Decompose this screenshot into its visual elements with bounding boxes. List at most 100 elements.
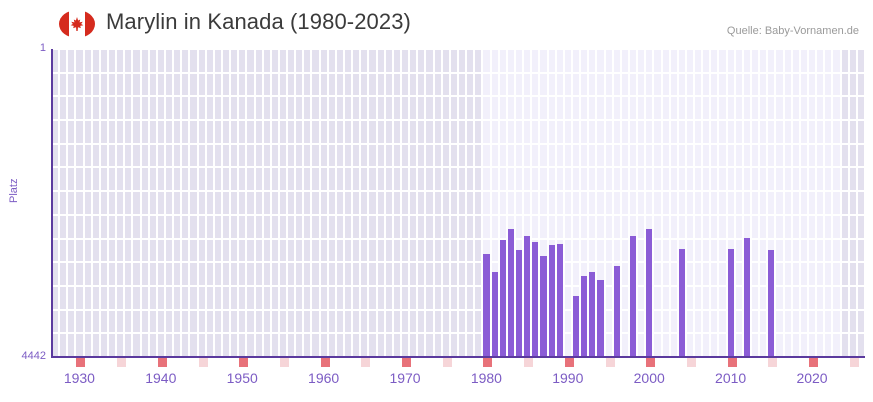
canada-flag-icon <box>59 10 95 38</box>
gridline-vertical <box>261 49 264 357</box>
gridline-vertical <box>481 49 484 357</box>
gridline-vertical <box>660 49 663 357</box>
gridline-horizontal <box>51 95 865 98</box>
bar-1993 <box>589 272 596 357</box>
gridline-vertical <box>58 49 61 357</box>
source-attribution: Quelle: Baby-Vornamen.de <box>726 25 859 37</box>
x-axis-tick-1975 <box>442 358 452 367</box>
gridline-vertical <box>74 49 77 357</box>
bar-2010 <box>727 248 734 357</box>
gridline-vertical <box>733 49 736 357</box>
gridline-vertical <box>513 49 516 357</box>
bar-1989 <box>556 243 563 357</box>
gridline-vertical <box>416 49 419 357</box>
gridline-horizontal <box>51 119 865 122</box>
gridline-vertical <box>668 49 671 357</box>
gridline-vertical <box>627 49 630 357</box>
x-axis-label-1990: 1990 <box>552 370 584 386</box>
gridline-vertical <box>473 49 476 357</box>
gridline-vertical <box>562 49 565 357</box>
gridline-vertical <box>277 49 280 357</box>
gridline-vertical <box>807 49 810 357</box>
gridline-vertical <box>798 49 801 357</box>
y-axis-title: Platz <box>8 178 20 203</box>
bar-2015 <box>768 250 775 357</box>
gridline-vertical <box>245 49 248 357</box>
gridline-vertical <box>522 49 525 357</box>
bar-2004 <box>678 249 685 357</box>
x-axis-tick-1945 <box>198 358 208 367</box>
x-axis-tick-2025 <box>849 358 859 367</box>
gridline-vertical <box>676 49 679 357</box>
gridline-vertical <box>823 49 826 357</box>
gridline-horizontal <box>51 332 865 335</box>
gridline-vertical <box>790 49 793 357</box>
x-axis-label-1970: 1970 <box>389 370 421 386</box>
bar-2000 <box>646 228 653 357</box>
gridline-vertical <box>383 49 386 357</box>
gridline-vertical <box>163 49 166 357</box>
gridline-vertical <box>684 49 687 357</box>
gridline-vertical <box>66 49 69 357</box>
gridline-vertical <box>286 49 289 357</box>
gridline-vertical <box>489 49 492 357</box>
gridline-vertical <box>82 49 85 357</box>
gridline-vertical <box>505 49 508 357</box>
gridline-vertical <box>318 49 321 357</box>
gridline-vertical <box>595 49 598 357</box>
gridline-horizontal <box>51 213 865 216</box>
gridline-horizontal <box>51 71 865 74</box>
gridline-vertical <box>774 49 777 357</box>
gridline-vertical <box>497 49 500 357</box>
gridline-vertical <box>343 49 346 357</box>
x-axis-tick-1950 <box>239 358 249 367</box>
gridline-vertical <box>693 49 696 357</box>
gridline-vertical <box>302 49 305 357</box>
gridline-vertical <box>644 49 647 357</box>
gridline-vertical <box>375 49 378 357</box>
x-axis-tick-1940 <box>157 358 167 367</box>
gridline-vertical <box>432 49 435 357</box>
x-axis-tick-1960 <box>320 358 330 367</box>
gridline-vertical <box>457 49 459 357</box>
bar-1998 <box>629 236 637 357</box>
gridline-vertical <box>131 49 134 357</box>
gridline-vertical <box>652 49 655 357</box>
gridline-vertical <box>636 49 639 357</box>
gridline-vertical <box>839 49 842 357</box>
bar-1988 <box>548 245 555 357</box>
x-axis-line <box>51 356 865 358</box>
gridline-horizontal <box>51 166 865 169</box>
x-axis-tick-1935 <box>117 358 127 367</box>
gridline-vertical <box>351 49 354 357</box>
gridline-vertical <box>831 49 834 357</box>
gridline-vertical <box>725 49 728 357</box>
gridline-vertical <box>570 49 573 357</box>
gridline-vertical <box>750 49 753 357</box>
bar-1996 <box>613 266 620 357</box>
x-axis-tick-1985 <box>524 358 534 367</box>
bar-1984 <box>515 250 523 357</box>
y-axis-bottom-label: 4442 <box>21 350 46 362</box>
bar-1991 <box>572 295 580 357</box>
x-axis-label-2000: 2000 <box>633 370 665 386</box>
chart-header: Marylin in Kanada (1980-2023) Quelle: Ba… <box>0 0 873 46</box>
bar-1980 <box>483 254 490 357</box>
gridline-horizontal <box>51 284 865 287</box>
x-axis-tick-1965 <box>361 358 371 367</box>
gridline-vertical <box>855 49 858 357</box>
x-axis-label-1960: 1960 <box>308 370 340 386</box>
gridline-vertical <box>90 49 93 357</box>
gridline-vertical <box>717 49 720 357</box>
gridline-vertical <box>741 49 744 357</box>
gridline-vertical <box>106 49 109 357</box>
y-axis-top-label: 1 <box>39 42 46 54</box>
gridline-vertical <box>701 49 704 357</box>
gridline-horizontal <box>51 261 865 264</box>
gridline-vertical <box>408 49 411 357</box>
gridline-vertical <box>367 49 370 357</box>
gridline-horizontal <box>51 190 865 193</box>
gridline-vertical <box>530 49 533 357</box>
y-axis-line <box>51 49 53 358</box>
